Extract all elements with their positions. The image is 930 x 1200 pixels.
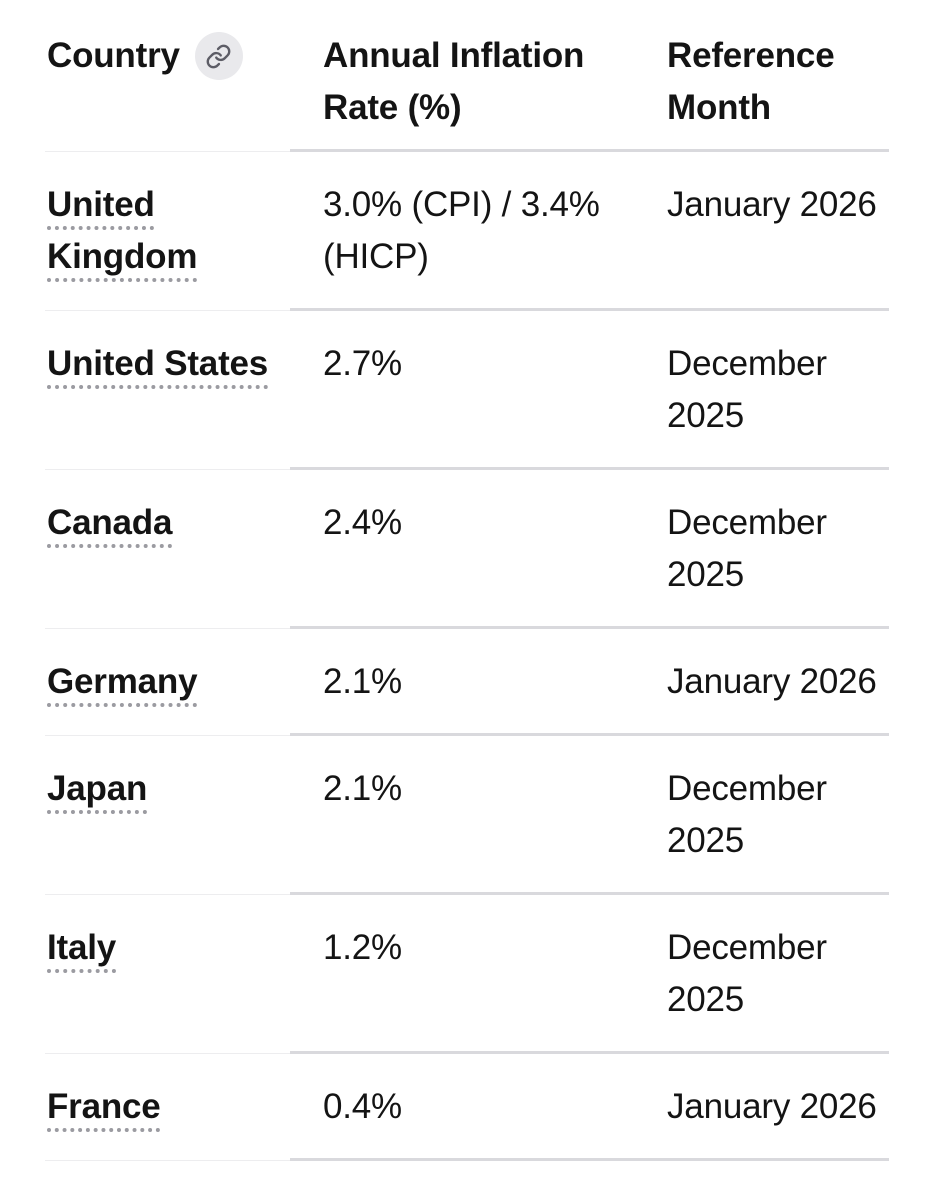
country-cell: Japan <box>45 736 290 895</box>
header-scroll-region: Annual Inflation Rate (%) Reference Mont… <box>290 0 889 152</box>
inflation-rate-cell: 2.4% <box>323 503 402 542</box>
inflation-table: Country Annual Inflation Rate (%) Refere… <box>45 0 889 1161</box>
page: Country Annual Inflation Rate (%) Refere… <box>45 0 889 1161</box>
table-row: United Kingdom 3.0% (CPI) / 3.4% (HICP) … <box>45 152 889 311</box>
country-link[interactable]: France <box>47 1087 161 1126</box>
citation-link-button[interactable] <box>194 32 243 80</box>
row-scroll-region: 1.2% December 2025 <box>290 895 889 1054</box>
table-row: Canada 2.4% December 2025 <box>45 470 889 629</box>
row-scroll-region: 2.7% December 2025 <box>290 311 889 470</box>
country-cell: Germany <box>45 629 290 736</box>
reference-month-cell: January 2026 <box>667 1087 877 1126</box>
reference-month-cell: December 2025 <box>667 503 827 594</box>
country-link[interactable]: Italy <box>47 928 117 967</box>
country-link[interactable]: Canada <box>47 503 173 542</box>
row-scroll-region: 2.1% January 2026 <box>290 629 889 736</box>
country-link[interactable]: Japan <box>47 769 148 808</box>
reference-month-cell: January 2026 <box>667 662 877 701</box>
column-header-reference-month: Reference Month <box>667 36 835 127</box>
link-icon <box>206 44 231 68</box>
reference-month-cell: December 2025 <box>667 928 827 1019</box>
table-row: Germany 2.1% January 2026 <box>45 629 889 736</box>
header-cell-country: Country <box>45 0 290 152</box>
inflation-rate-cell: 2.7% <box>323 344 402 383</box>
country-cell: Italy <box>45 895 290 1054</box>
inflation-rate-cell: 2.1% <box>323 662 402 701</box>
table-body: United Kingdom 3.0% (CPI) / 3.4% (HICP) … <box>45 152 889 1161</box>
row-scroll-region: 0.4% January 2026 <box>290 1054 889 1161</box>
inflation-rate-cell: 1.2% <box>323 928 402 967</box>
country-cell: Canada <box>45 470 290 629</box>
reference-month-cell: January 2026 <box>667 185 877 224</box>
inflation-rate-cell: 0.4% <box>323 1087 402 1126</box>
country-cell: France <box>45 1054 290 1161</box>
table-row: France 0.4% January 2026 <box>45 1054 889 1161</box>
reference-month-cell: December 2025 <box>667 769 827 860</box>
inflation-rate-cell: 2.1% <box>323 769 402 808</box>
country-cell: United Kingdom <box>45 152 290 311</box>
country-link[interactable]: United States <box>47 344 269 383</box>
country-link[interactable]: Germany <box>47 662 198 701</box>
table-row: United States 2.7% December 2025 <box>45 311 889 470</box>
table-header-row: Country Annual Inflation Rate (%) Refere… <box>45 0 889 152</box>
row-scroll-region: 3.0% (CPI) / 3.4% (HICP) January 2026 <box>290 152 889 311</box>
table-row: Italy 1.2% December 2025 <box>45 895 889 1054</box>
table-row: Japan 2.1% December 2025 <box>45 736 889 895</box>
row-scroll-region: 2.4% December 2025 <box>290 470 889 629</box>
inflation-rate-cell: 3.0% (CPI) / 3.4% (HICP) <box>323 185 600 276</box>
country-link[interactable]: United Kingdom <box>47 185 198 276</box>
row-scroll-region: 2.1% December 2025 <box>290 736 889 895</box>
column-header-country: Country <box>47 36 180 75</box>
column-header-inflation-rate: Annual Inflation Rate (%) <box>323 36 585 127</box>
country-cell: United States <box>45 311 290 470</box>
reference-month-cell: December 2025 <box>667 344 827 435</box>
